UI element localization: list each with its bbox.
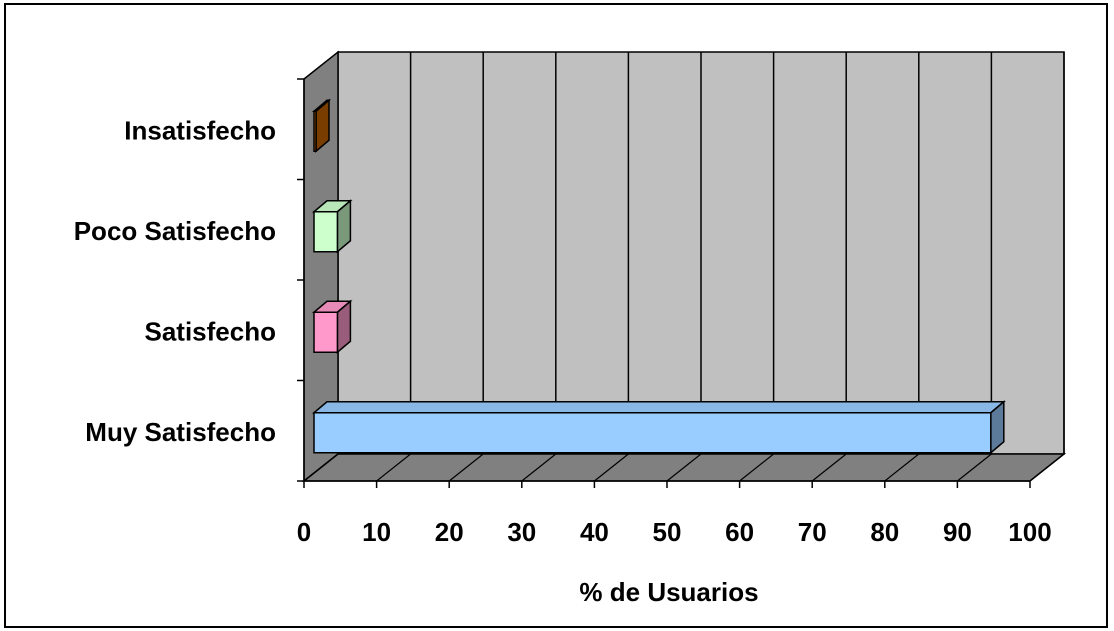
- floor-gridline: [884, 453, 920, 482]
- bar: [311, 400, 1006, 455]
- floor-gridline: [594, 453, 629, 482]
- x-tick-label: 0: [297, 517, 311, 547]
- bar: [311, 98, 332, 153]
- floor-gridline: [739, 453, 774, 482]
- bar-front: [313, 311, 339, 353]
- bar-front: [313, 110, 317, 152]
- x-tick-label: 90: [943, 517, 972, 547]
- bar-top: [311, 401, 1006, 414]
- x-tick-label: 20: [435, 517, 464, 547]
- x-axis-title: % de Usuarios: [579, 577, 758, 607]
- x-tick-labels: 0 10 20 30 40 50 60 70 80 90 100: [297, 517, 1052, 547]
- floor-gridline: [1029, 453, 1065, 482]
- category-label: Insatisfecho: [124, 115, 276, 145]
- category-label: Poco Satisfecho: [74, 216, 276, 246]
- floor-gridline: [303, 453, 339, 482]
- floor-gridline: [376, 453, 411, 482]
- bar: [311, 299, 353, 354]
- category-label: Satisfecho: [145, 316, 277, 346]
- x-tick-label: 100: [1008, 517, 1051, 547]
- chart-frame: 0 10 20 30 40 50 60 70 80 90 100 Muy Satisfecho Sat…: [4, 3, 1108, 628]
- x-tick-label: 80: [870, 517, 899, 547]
- x-tick-label: 60: [725, 517, 754, 547]
- x-tick-label: 10: [362, 517, 391, 547]
- floor-gridline: [448, 453, 484, 482]
- floor-gridline: [811, 453, 847, 482]
- axes: [297, 78, 1031, 488]
- floor-gridline: [666, 453, 702, 482]
- category-labels: Muy Satisfecho Satisfecho Poco Satisfecho I…: [74, 115, 276, 447]
- bar-front: [313, 211, 339, 253]
- floor-gridline: [521, 453, 557, 482]
- bar-front: [313, 412, 992, 454]
- x-tick-label: 50: [653, 517, 682, 547]
- x-tick-label: 30: [507, 517, 536, 547]
- gridlines: [303, 52, 1065, 482]
- category-label: Muy Satisfecho: [85, 417, 276, 447]
- x-tick-label: 70: [798, 517, 827, 547]
- bar: [311, 199, 353, 254]
- bars: [311, 98, 1006, 455]
- floor-gridline: [957, 453, 992, 482]
- x-tick-label: 40: [580, 517, 609, 547]
- bar-chart: 0 10 20 30 40 50 60 70 80 90 100 Muy Satisfecho Sat…: [74, 50, 1067, 607]
